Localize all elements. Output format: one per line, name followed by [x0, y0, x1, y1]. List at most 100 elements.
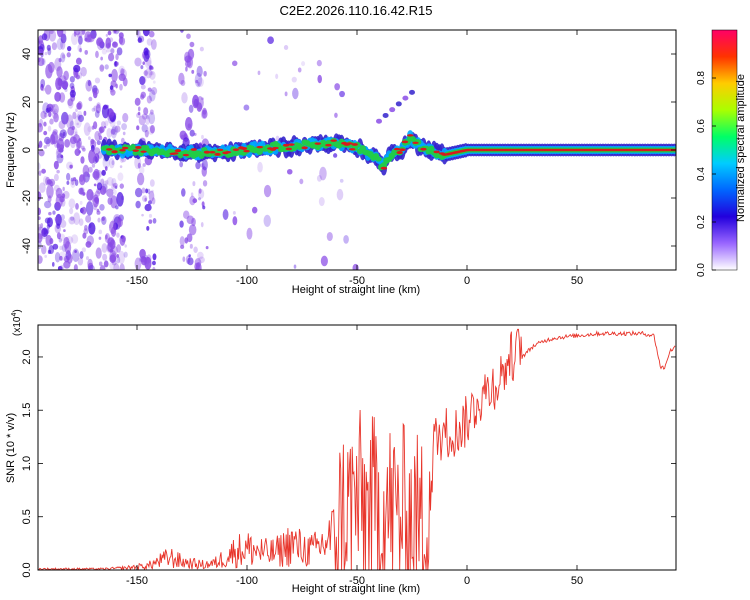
spectrogram-noise-mark — [43, 175, 49, 186]
spectrogram-noise-mark — [116, 253, 119, 258]
spectrogram-band-mark — [106, 149, 113, 156]
spectrogram-noise-mark — [53, 173, 59, 182]
x-tick-label: -100 — [236, 575, 258, 587]
spectrogram-noise-mark — [144, 258, 149, 267]
spectrogram-noise-mark — [193, 246, 198, 254]
spectrogram-noise-mark — [116, 120, 122, 126]
spectrogram-noise-mark — [60, 30, 67, 38]
spectrogram-noise-mark — [179, 220, 184, 228]
spectrogram-noise-mark — [99, 65, 105, 71]
spectrogram-noise-mark — [66, 172, 71, 181]
spectrogram-noise-mark — [232, 216, 238, 226]
spectrogram-noise-mark — [115, 205, 119, 210]
spectrogram-noise-mark — [47, 125, 52, 132]
spectrogram-noise-mark — [38, 149, 45, 157]
spectrogram-noise-mark — [105, 37, 111, 49]
spectrogram-noise-mark — [88, 222, 96, 235]
spectrogram-noise-mark — [61, 111, 69, 125]
spectrogram-noise-mark — [92, 30, 97, 36]
spectrogram-noise-mark — [144, 203, 152, 212]
spectrogram-noise-mark — [198, 188, 202, 194]
spectrogram-noise-mark — [318, 197, 325, 207]
spectrogram-noise-mark — [42, 102, 50, 115]
spectrogram-band-mark — [106, 148, 113, 151]
spectrogram-noise-mark — [118, 250, 125, 265]
spectrogram-noise-mark — [109, 254, 117, 263]
spectrogram-y-ticks: -40 -20 0 20 40 — [21, 48, 676, 254]
spectrogram-noise-mark — [120, 68, 125, 76]
spectrogram-noise-mark — [291, 76, 297, 83]
spectrogram-noise-mark — [192, 94, 200, 109]
spectrogram-noise-mark — [104, 120, 109, 127]
spectrogram-noise-mark — [38, 182, 46, 193]
spectrogram-noise-mark — [38, 191, 42, 201]
snr-y-ticks: 0.0 0.5 1.0 1.5 2.0 — [21, 349, 676, 578]
spectrogram-noise-mark — [152, 253, 157, 261]
spectrogram-noise-mark — [136, 112, 141, 118]
spectrogram-noise-mark — [286, 168, 293, 175]
spectrogram-band-mark — [140, 150, 147, 153]
spectrogram-noise-mark — [94, 196, 99, 205]
spectrogram-band-mark — [172, 152, 179, 155]
spectrogram-noise-mark — [232, 210, 236, 215]
spectrogram-noise-mark — [40, 83, 44, 91]
spectrogram-noise-mark — [93, 203, 98, 211]
spectrogram-noise-mark — [203, 70, 207, 77]
spectrogram-noise-mark — [73, 64, 81, 73]
spectrogram-noise-mark — [44, 254, 48, 258]
spectrogram-noise-mark — [116, 47, 123, 56]
snr-x-label: Height of straight line (km) — [292, 583, 420, 595]
spectrogram-noise-mark — [40, 110, 47, 120]
spectrogram-noise-mark — [188, 104, 194, 113]
spectrogram-noise-mark — [72, 111, 77, 120]
spectrogram-noise-mark — [46, 184, 54, 199]
spectrogram-noise-mark — [149, 179, 155, 187]
spectrogram-noise-mark — [52, 210, 56, 215]
y-tick-label: 0 — [21, 147, 33, 153]
spectrogram-noise-mark — [144, 256, 152, 270]
spectrogram-noise-mark — [73, 212, 81, 226]
spectrogram-noise-mark — [80, 145, 85, 150]
spectrogram-noise-mark — [339, 178, 344, 183]
spectrogram-noise-mark — [86, 189, 94, 201]
spectrogram-noise-mark — [85, 256, 89, 261]
spectrogram-noise-mark — [46, 44, 51, 51]
spectrogram-noise-mark — [79, 47, 82, 53]
spectrogram-noise-mark — [257, 161, 263, 173]
spectrogram-noise-mark — [112, 182, 118, 188]
spectrogram-noise-mark — [97, 151, 103, 159]
spectrogram-band-mark — [348, 148, 356, 151]
spectrogram-noise-mark — [144, 55, 152, 69]
spectrogram-noise-mark — [78, 72, 82, 79]
spectrogram-noise-mark — [46, 224, 51, 229]
spectrogram-noise-mark — [90, 138, 95, 145]
spectrogram-noise-mark — [115, 53, 119, 61]
spectrogram-noise-mark — [110, 128, 116, 135]
spectrogram-noise-mark — [59, 245, 63, 251]
spectrogram-noise-mark — [148, 111, 156, 125]
spectrogram-noise-mark — [85, 79, 93, 92]
spectrogram-noise-mark — [202, 180, 208, 187]
spectrogram-noise-mark — [109, 220, 117, 234]
spectrogram-noise-mark — [66, 52, 71, 58]
y-tick-label: 40 — [21, 48, 33, 60]
x-tick-label: -150 — [126, 275, 148, 287]
spectrogram-noise-mark — [94, 110, 100, 118]
spectrogram-noise-mark — [70, 216, 75, 221]
colorbar-tick-label: 0.4 — [696, 167, 707, 181]
colorbar-tick-label: 0.6 — [696, 119, 707, 133]
spectrogram-noise-mark — [116, 192, 124, 207]
spectrogram-noise-mark — [115, 83, 118, 89]
spectrogram-noise-mark — [76, 102, 82, 110]
spectrogram-noise-mark — [107, 30, 112, 36]
spectrogram-noise-mark — [83, 228, 89, 235]
spectrogram-noise-mark — [56, 153, 64, 164]
spectrogram-noise-mark — [47, 47, 52, 56]
spectrogram-noise-mark — [87, 80, 92, 87]
spectrogram-band-mark — [135, 145, 142, 149]
spectrogram-noise-mark — [183, 210, 190, 219]
spectrogram-noise-mark — [257, 70, 261, 76]
spectrogram-noise-mark — [49, 30, 54, 35]
snr-series-line — [38, 328, 676, 570]
